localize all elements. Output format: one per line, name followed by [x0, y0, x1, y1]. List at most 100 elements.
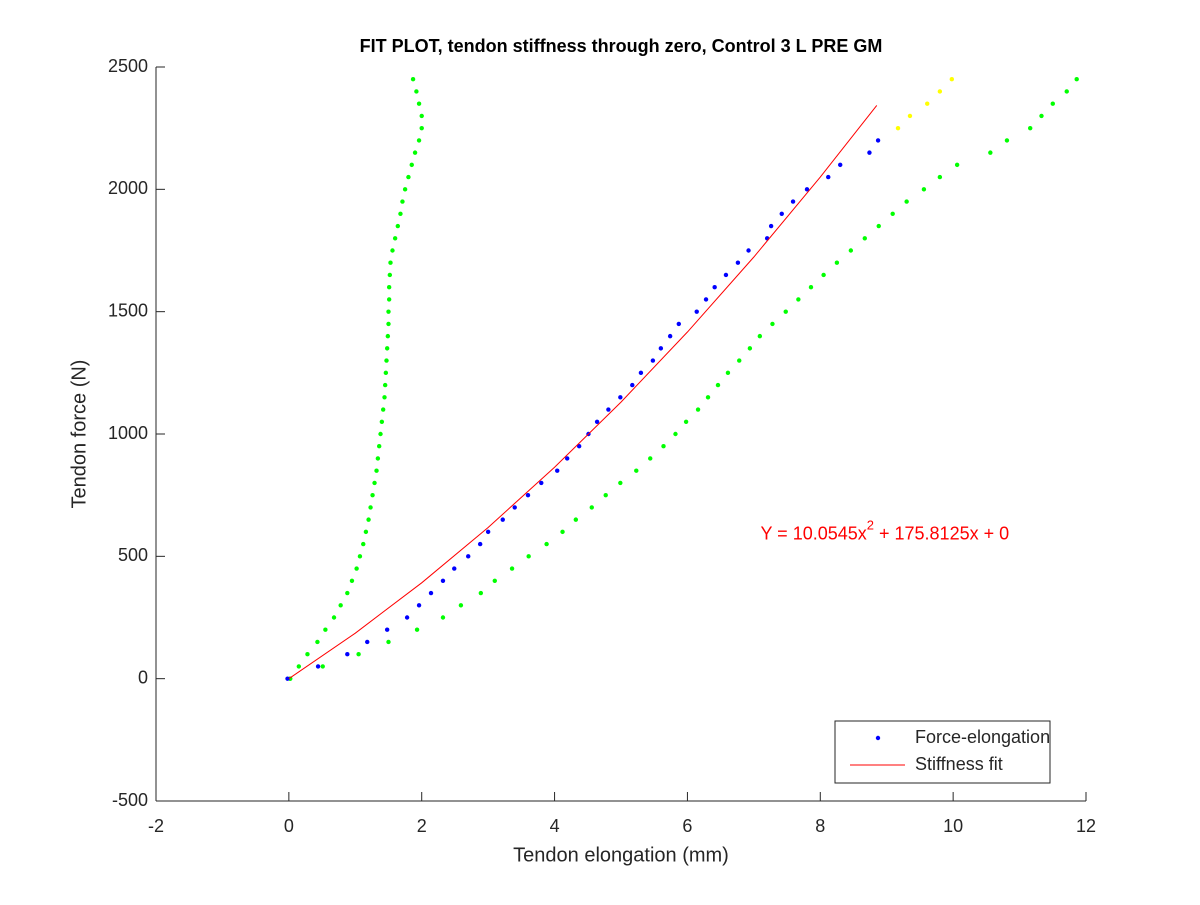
- data-point: [400, 199, 405, 204]
- data-point: [821, 272, 826, 278]
- data-point: [387, 272, 393, 278]
- data-point: [500, 517, 505, 522]
- data-point: [589, 505, 594, 510]
- data-point: [386, 285, 392, 290]
- y-axis-label: Tendon force (N): [68, 360, 90, 509]
- data-point: [634, 468, 639, 473]
- data-point: [419, 125, 424, 131]
- y-tick-label: 500: [118, 545, 148, 565]
- data-point: [560, 529, 565, 535]
- data-point: [356, 652, 361, 657]
- data-point: [380, 407, 386, 412]
- x-tick-label: 0: [284, 816, 294, 836]
- data-point: [796, 297, 801, 302]
- data-point: [386, 639, 391, 645]
- data-point: [512, 505, 517, 510]
- annotation-part: 2: [867, 518, 874, 533]
- data-point: [509, 566, 515, 571]
- data-point: [392, 236, 398, 241]
- data-point: [370, 492, 375, 498]
- data-point: [372, 480, 377, 486]
- data-point: [937, 89, 943, 94]
- data-point: [477, 541, 483, 547]
- y-tick-label: 1500: [108, 300, 148, 320]
- data-point: [808, 285, 814, 290]
- data-point: [379, 419, 385, 424]
- data-point: [539, 480, 544, 486]
- data-point: [478, 590, 484, 596]
- data-point: [834, 260, 840, 265]
- data-point: [988, 150, 993, 155]
- y-tick-label: 1000: [108, 423, 148, 443]
- data-point: [374, 468, 379, 473]
- x-tick-label: 4: [550, 816, 560, 836]
- x-tick-label: 10: [943, 816, 963, 836]
- data-point: [838, 162, 843, 168]
- data-point: [315, 639, 320, 645]
- data-point: [779, 211, 784, 216]
- data-point: [323, 627, 328, 632]
- data-point: [949, 77, 955, 82]
- data-point: [705, 395, 711, 400]
- y-tick-label: -500: [112, 790, 148, 810]
- data-point: [770, 321, 775, 327]
- data-point: [406, 174, 411, 180]
- data-point: [618, 480, 623, 486]
- data-point: [345, 590, 350, 596]
- data-point: [925, 101, 930, 106]
- data-point: [676, 321, 681, 327]
- data-point: [937, 174, 943, 180]
- x-tick-label: 12: [1076, 816, 1096, 836]
- data-point: [398, 211, 403, 216]
- data-point: [452, 566, 457, 571]
- data-point: [890, 211, 895, 216]
- annotation: Y = 10.0545x2 + 175.8125x + 0: [761, 518, 1010, 543]
- x-tick-label: 6: [682, 816, 692, 836]
- data-point: [804, 187, 810, 192]
- fit-line: [288, 105, 878, 680]
- data-point: [746, 248, 751, 253]
- data-point: [650, 358, 656, 363]
- data-point: [648, 456, 653, 461]
- data-point: [386, 321, 391, 327]
- data-point: [378, 431, 383, 437]
- data-point: [384, 358, 389, 363]
- data-point: [725, 370, 731, 376]
- data-point: [564, 456, 570, 461]
- data-point: [673, 431, 678, 437]
- data-point: [895, 125, 901, 131]
- data-point: [410, 77, 416, 82]
- data-point: [735, 260, 741, 265]
- data-point: [402, 187, 408, 192]
- data-point: [416, 138, 422, 143]
- data-point: [703, 297, 709, 302]
- data-point: [416, 101, 422, 106]
- data-point: [658, 346, 664, 351]
- data-point: [409, 162, 414, 168]
- data-point: [638, 370, 644, 376]
- data-point: [440, 578, 446, 583]
- data-point: [667, 333, 673, 339]
- data-point: [492, 578, 497, 583]
- data-point: [285, 676, 290, 681]
- data-point: [573, 517, 579, 522]
- data-point: [365, 639, 370, 645]
- data-point: [382, 395, 387, 400]
- annotation-part: Y = 10.0545x: [761, 523, 867, 543]
- data-point: [757, 333, 763, 339]
- x-tick-label: 8: [815, 816, 825, 836]
- data-point: [715, 382, 721, 388]
- data-point: [783, 309, 788, 314]
- data-point: [768, 223, 774, 229]
- data-point: [338, 603, 343, 608]
- data-point: [907, 113, 913, 119]
- data-point: [357, 554, 363, 559]
- y-tick-label: 2000: [108, 178, 148, 198]
- data-point: [555, 468, 560, 473]
- data-point: [345, 652, 350, 657]
- data-point: [485, 529, 491, 535]
- data-point: [388, 260, 393, 265]
- data-point: [354, 566, 359, 571]
- data-point: [384, 346, 390, 351]
